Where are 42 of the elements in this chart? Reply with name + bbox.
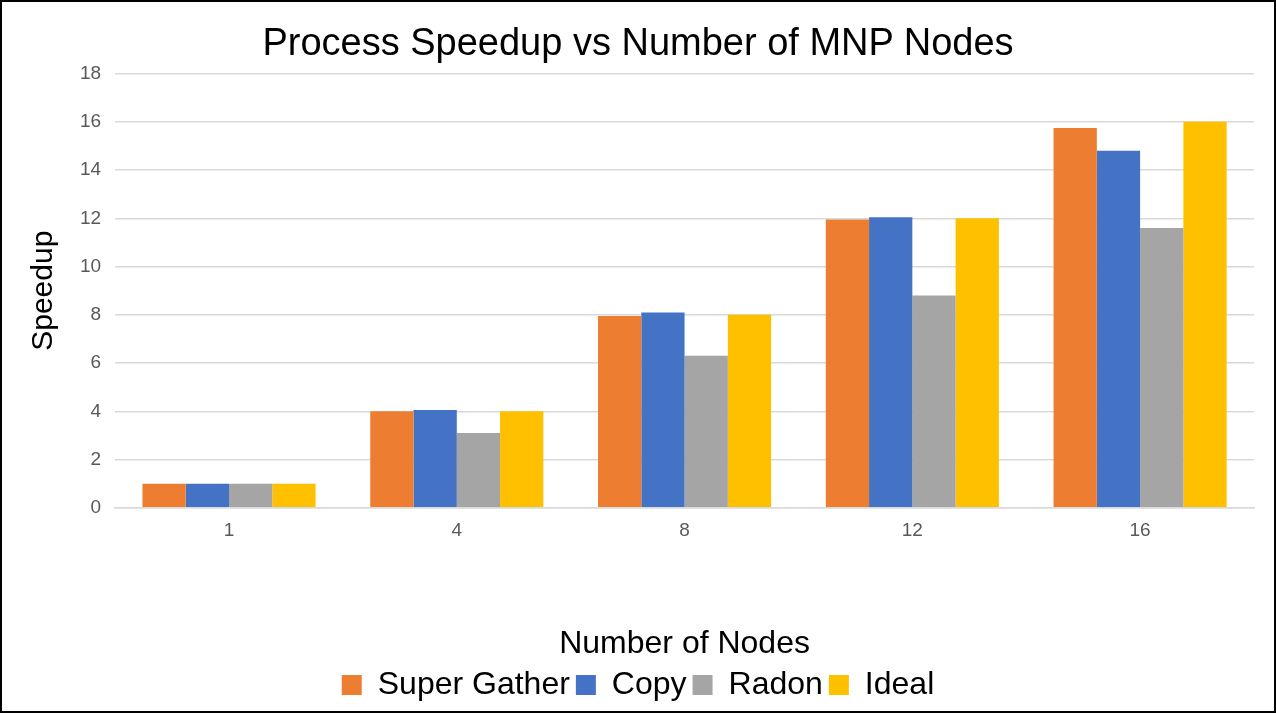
y-tick-label: 18 bbox=[79, 61, 102, 83]
bar bbox=[727, 314, 772, 508]
bar bbox=[684, 355, 728, 508]
x-tick-label: 1 bbox=[223, 519, 235, 541]
bar bbox=[641, 312, 685, 508]
y-tick-label: 12 bbox=[79, 206, 102, 228]
x-tick-label: 8 bbox=[679, 519, 690, 541]
bar bbox=[598, 316, 642, 508]
bar bbox=[1096, 150, 1141, 508]
bar bbox=[912, 295, 956, 508]
bar bbox=[370, 411, 414, 508]
x-tick-label: 12 bbox=[901, 519, 923, 541]
bar bbox=[869, 217, 913, 508]
bar bbox=[456, 433, 501, 508]
y-tick-label: 16 bbox=[79, 110, 102, 132]
bar bbox=[955, 218, 999, 508]
bar bbox=[413, 410, 457, 508]
bar bbox=[272, 483, 316, 508]
y-tick-label: 10 bbox=[79, 254, 102, 276]
x-axis-title: Number of Nodes bbox=[559, 623, 810, 660]
y-tick-label: 2 bbox=[90, 447, 102, 469]
legend-label: Super Gather bbox=[377, 664, 571, 701]
legend-label: Copy bbox=[611, 664, 687, 701]
chart-title: Process Speedup vs Number of MNP Nodes bbox=[262, 21, 1014, 64]
y-tick-label: 4 bbox=[90, 399, 102, 421]
y-tick-label: 8 bbox=[90, 303, 102, 325]
bar bbox=[1053, 127, 1097, 508]
x-tick-label: 16 bbox=[1129, 519, 1151, 541]
bar bbox=[500, 411, 544, 508]
legend-label: Radon bbox=[728, 664, 823, 701]
legend-label: Ideal bbox=[864, 664, 935, 701]
y-axis-title: Speedup bbox=[25, 230, 59, 351]
y-tick-label: 14 bbox=[79, 158, 102, 180]
bar bbox=[1140, 227, 1184, 508]
bar bbox=[142, 483, 186, 508]
bar bbox=[185, 483, 230, 508]
bar bbox=[825, 219, 870, 508]
y-tick-label: 0 bbox=[90, 496, 102, 518]
x-tick-label: 4 bbox=[451, 519, 463, 541]
y-tick-label: 6 bbox=[90, 351, 102, 373]
bar bbox=[229, 483, 273, 508]
bar bbox=[1183, 121, 1227, 508]
